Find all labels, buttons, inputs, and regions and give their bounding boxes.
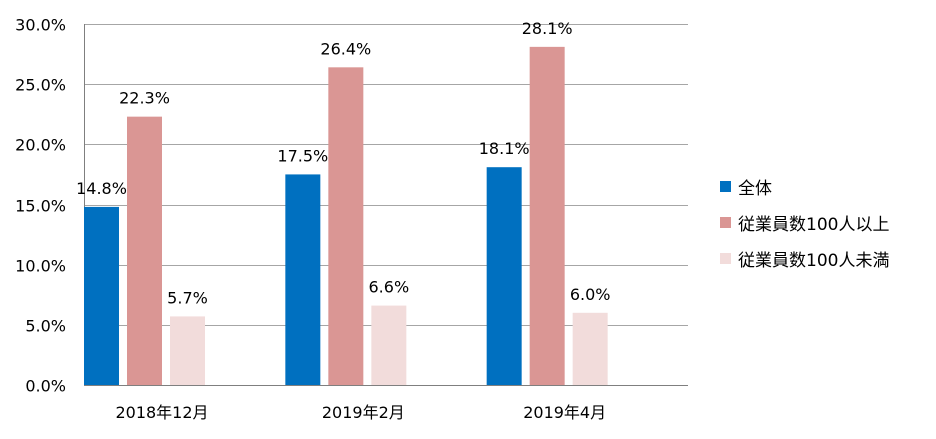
data-label: 17.5% [277, 146, 328, 165]
legend-label-zentai: 全体 [738, 178, 772, 199]
legend-item-zentai: 全体 [720, 168, 889, 204]
data-labels: 14.8% 22.3% 5.7% 17.5% 26.4% 6.6% 18.1% 28.1% 6.… [76, 19, 610, 308]
bar [328, 67, 364, 385]
x-tick-label: 2019年2月 [322, 403, 405, 422]
bar [285, 174, 321, 385]
legend-label-under-100: 従業員数100人未満 [738, 250, 890, 271]
bar [529, 46, 565, 385]
y-tick-label: 5.0% [25, 317, 66, 336]
legend-swatch-under-100 [720, 252, 731, 264]
data-label: 26.4% [320, 39, 371, 58]
y-tick-label: 10.0% [15, 257, 66, 276]
bar [572, 312, 608, 385]
legend-swatch-zentai [720, 180, 731, 192]
x-tick-label: 2018年12月 [115, 403, 208, 422]
y-tick-label: 20.0% [15, 136, 66, 155]
data-label: 6.6% [369, 278, 410, 297]
data-label: 6.0% [570, 285, 611, 304]
bar [170, 316, 205, 385]
y-tick-label: 15.0% [15, 197, 66, 216]
legend: 全体 従業員数100人以上 従業員数100人未満 [720, 168, 889, 276]
legend-item-under-100: 従業員数100人未満 [720, 240, 889, 276]
legend-item-100-plus: 従業員数100人以上 [720, 204, 889, 240]
bar [84, 206, 119, 385]
data-label: 18.1% [479, 139, 530, 158]
legend-swatch-100-plus [720, 216, 731, 228]
y-tick-label: 0.0% [25, 377, 66, 396]
data-label: 22.3% [119, 89, 170, 108]
data-label: 14.8% [76, 179, 127, 198]
bar [371, 305, 407, 385]
y-axis: 0.0% 5.0% 10.0% 15.0% 20.0% 25.0% 30.0% [15, 16, 85, 396]
data-label: 5.7% [167, 288, 208, 307]
legend-label-100-plus: 従業員数100人以上 [738, 214, 890, 235]
y-tick-label: 25.0% [15, 76, 66, 95]
bar [127, 116, 162, 385]
x-axis: 2018年12月 2019年2月 2019年4月 [115, 403, 606, 422]
x-tick-label: 2019年4月 [523, 403, 606, 422]
bar [486, 167, 522, 385]
y-tick-label: 30.0% [15, 16, 66, 35]
data-label: 28.1% [522, 19, 573, 38]
bars [84, 46, 608, 385]
